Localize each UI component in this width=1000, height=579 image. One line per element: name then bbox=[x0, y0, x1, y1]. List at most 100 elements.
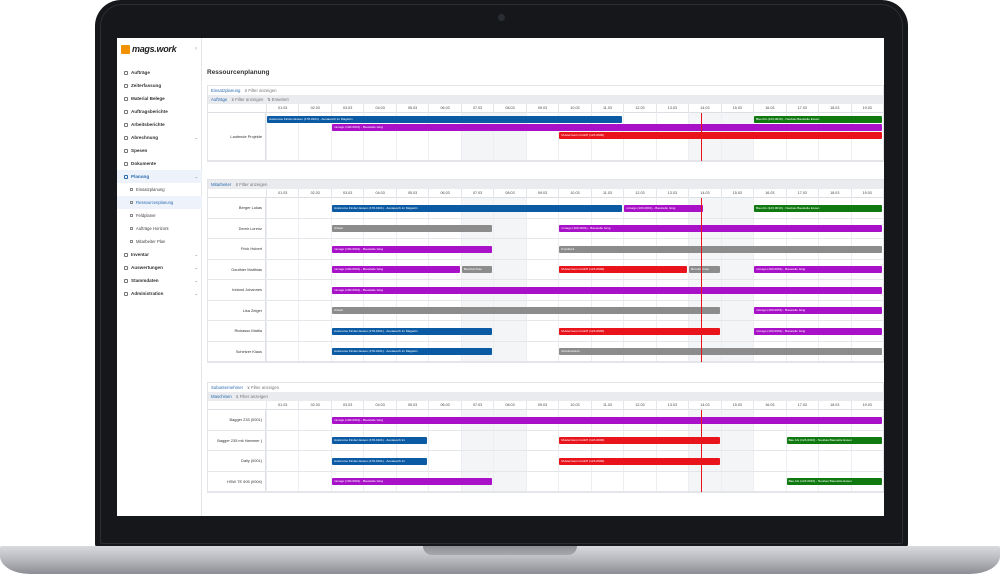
day-cell[interactable] bbox=[753, 471, 785, 491]
day-cell[interactable] bbox=[330, 198, 363, 218]
day-cell[interactable] bbox=[266, 218, 298, 238]
day-cell[interactable] bbox=[298, 239, 330, 259]
day-cell[interactable] bbox=[525, 218, 558, 238]
day-cell[interactable] bbox=[298, 321, 330, 341]
day-cell[interactable] bbox=[266, 471, 298, 491]
day-cell[interactable] bbox=[525, 321, 558, 341]
day-cell[interactable] bbox=[558, 430, 590, 450]
day-cell[interactable] bbox=[558, 321, 590, 341]
sidebar-subitem-mitarbeiter-plan[interactable]: Mitarbeiter Plan bbox=[117, 235, 202, 248]
booking-bar[interactable]: Mustermann GmbH (123-0000) bbox=[559, 457, 720, 465]
booking-bar[interactable]: Mustermann GmbH (123-0000) bbox=[559, 327, 720, 335]
day-cell[interactable] bbox=[266, 321, 298, 341]
day-cell[interactable] bbox=[623, 471, 655, 491]
sidebar-subitem-auftr-ge-horizont[interactable]: Aufträge Horizont bbox=[117, 222, 202, 235]
day-cell[interactable] bbox=[720, 198, 754, 218]
day-cell[interactable] bbox=[720, 300, 754, 320]
tab-maschinen[interactable]: Maschinen bbox=[211, 394, 232, 399]
day-cell[interactable] bbox=[785, 471, 818, 491]
tab-mitarbeiter[interactable]: Mitarbeiter bbox=[211, 182, 232, 187]
day-cell[interactable] bbox=[330, 321, 363, 341]
day-cell[interactable] bbox=[525, 341, 558, 361]
day-cell[interactable] bbox=[298, 341, 330, 361]
day-cell[interactable] bbox=[266, 341, 298, 361]
booking-bar[interactable]: Bau AG (123-0010) - Neubau Baustelle Ess… bbox=[786, 478, 882, 486]
booking-bar[interactable]: mmago (100-0001) - Baustelle Ising bbox=[331, 286, 882, 294]
day-cell[interactable] bbox=[753, 300, 785, 320]
booking-bar[interactable]: mmago (100-0001) - Baustelle Ising bbox=[331, 245, 493, 253]
filter-toggle[interactable]: ⊻ Filter anzeigen bbox=[231, 97, 263, 102]
booking-bar[interactable]: mmago (100-0001) - Baustelle Ising bbox=[754, 266, 882, 274]
filter-toggle[interactable]: ⊻ Filter anzeigen bbox=[235, 182, 267, 187]
day-cell[interactable] bbox=[330, 300, 363, 320]
booking-bar[interactable]: Mustermann GmbH (123-0000) bbox=[559, 437, 720, 445]
day-cell[interactable] bbox=[266, 300, 298, 320]
booking-bar[interactable]: Bau AG (123-0010) - Neubau Baustelle Ess… bbox=[754, 116, 882, 123]
day-cell[interactable] bbox=[525, 471, 558, 491]
booking-bar[interactable]: mmago (100-0001) - Baustelle Ising bbox=[331, 124, 882, 131]
day-cell[interactable] bbox=[753, 259, 785, 279]
expand-toggle[interactable]: ⇅ Erweitert bbox=[267, 97, 288, 102]
day-cell[interactable] bbox=[330, 410, 363, 430]
sidebar-item-inventar[interactable]: Inventar ⌄ bbox=[117, 248, 202, 261]
day-cell[interactable] bbox=[525, 430, 558, 450]
day-cell[interactable] bbox=[688, 471, 721, 491]
booking-bar[interactable]: Arbeitsurlaub bbox=[559, 348, 882, 356]
sidebar-subitem-einsatzplanung[interactable]: Einsatzplanung bbox=[117, 183, 202, 196]
sidebar-item-spesen[interactable]: Spesen bbox=[117, 144, 202, 157]
day-cell[interactable] bbox=[298, 280, 330, 300]
sidebar-item-zeiterfassung[interactable]: Zeiterfassung bbox=[117, 79, 202, 92]
sidebar-item-arbeitsberichte[interactable]: Arbeitsberichte bbox=[117, 118, 202, 131]
booking-bar[interactable]: Mustermann GmbH (123-0000) bbox=[559, 266, 688, 274]
day-cell[interactable] bbox=[266, 259, 298, 279]
filter-toggle[interactable]: ⊻ Filter anzeigen bbox=[244, 88, 276, 93]
day-cell[interactable] bbox=[266, 451, 298, 471]
booking-bar[interactable]: mmago (100-0001) - Baustelle Ising bbox=[331, 416, 882, 424]
booking-bar[interactable]: Autonome Finden Essen (178-0101) - Austa… bbox=[331, 327, 493, 335]
day-cell[interactable] bbox=[493, 341, 526, 361]
booking-bar[interactable]: Urlaub bbox=[331, 307, 720, 315]
day-cell[interactable] bbox=[428, 430, 460, 450]
day-cell[interactable] bbox=[753, 430, 785, 450]
day-cell[interactable] bbox=[298, 410, 330, 430]
day-cell[interactable] bbox=[460, 451, 494, 471]
day-cell[interactable] bbox=[395, 113, 428, 160]
day-cell[interactable] bbox=[785, 451, 818, 471]
day-cell[interactable] bbox=[330, 259, 363, 279]
sidebar-item-auftr-ge[interactable]: Aufträge bbox=[117, 66, 202, 79]
booking-bar[interactable]: mmago (100-0001) - Baustelle Ising bbox=[331, 266, 460, 274]
day-cell[interactable] bbox=[330, 239, 363, 259]
booking-bar[interactable]: Berufsschule bbox=[461, 266, 493, 274]
day-cell[interactable] bbox=[720, 321, 754, 341]
day-cell[interactable] bbox=[558, 239, 590, 259]
filter-toggle[interactable]: ⊻ Filter anzeigen bbox=[236, 394, 268, 399]
day-cell[interactable] bbox=[363, 113, 395, 160]
day-cell[interactable] bbox=[753, 321, 785, 341]
booking-bar[interactable]: Krankheit bbox=[559, 245, 882, 253]
booking-bar[interactable]: mmago (100-0001) - Baustelle Ising bbox=[624, 204, 704, 212]
day-cell[interactable] bbox=[266, 113, 298, 160]
day-cell[interactable] bbox=[330, 430, 363, 450]
sidebar-subitem-feldplaner[interactable]: Feldplaner bbox=[117, 209, 202, 222]
booking-bar[interactable]: Autonome Finden Essen (178-0101) - Austa… bbox=[331, 437, 428, 445]
booking-bar[interactable]: Autonome Finden Essen (178-0101) - Austa… bbox=[267, 116, 623, 123]
day-cell[interactable] bbox=[525, 113, 558, 160]
booking-bar[interactable]: Autonome Finden Essen (178-0101) - Austa… bbox=[331, 457, 428, 465]
day-cell[interactable] bbox=[590, 471, 623, 491]
day-cell[interactable] bbox=[330, 341, 363, 361]
booking-bar[interactable]: mmago (100-0001) - Baustelle Ising bbox=[331, 478, 493, 486]
day-cell[interactable] bbox=[266, 239, 298, 259]
day-cell[interactable] bbox=[298, 113, 330, 160]
day-cell[interactable] bbox=[330, 280, 363, 300]
day-cell[interactable] bbox=[720, 259, 754, 279]
day-cell[interactable] bbox=[753, 451, 785, 471]
sidebar-item-auftragsberichte[interactable]: Auftragsberichte bbox=[117, 105, 202, 118]
day-cell[interactable] bbox=[525, 259, 558, 279]
day-cell[interactable] bbox=[720, 430, 754, 450]
booking-bar[interactable]: Mustermann GmbH (123-0000) bbox=[559, 132, 882, 139]
day-cell[interactable] bbox=[298, 259, 330, 279]
day-cell[interactable] bbox=[818, 451, 850, 471]
sidebar-subitem-ressourcenplanung[interactable]: Ressourcenplanung bbox=[117, 196, 202, 209]
day-cell[interactable] bbox=[623, 198, 655, 218]
day-cell[interactable] bbox=[298, 430, 330, 450]
